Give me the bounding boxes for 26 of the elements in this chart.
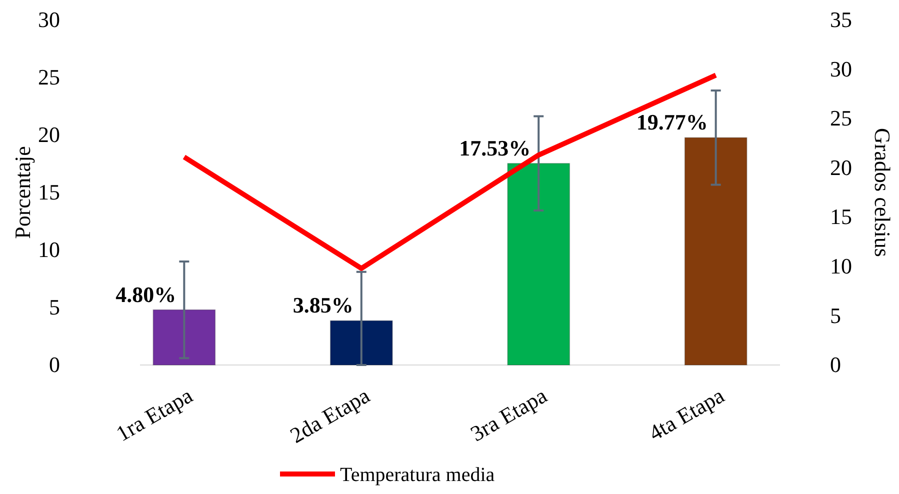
y2-tick-label: 25 <box>830 106 852 131</box>
data-label: 19.77% <box>636 110 708 135</box>
y2-tick-label: 10 <box>830 253 852 278</box>
y2-tick-label: 30 <box>830 56 852 82</box>
y2-tick-label: 0 <box>830 352 841 378</box>
y2-tick-label: 15 <box>830 204 852 230</box>
x-tick-label: 4ta Etapa <box>644 382 729 446</box>
y-tick-label: 10 <box>38 237 60 262</box>
x-tick-label: 1ra Etapa <box>112 382 197 446</box>
y-axis-title: Porcentaje <box>10 146 35 239</box>
y-tick-label: 5 <box>49 294 60 320</box>
y2-tick-label: 20 <box>830 154 852 180</box>
x-tick-label: 2da Etapa <box>286 382 374 448</box>
x-tick-label: 3ra Etapa <box>466 382 552 446</box>
data-label: 4.80% <box>116 282 176 307</box>
y-tick-label: 20 <box>38 122 60 148</box>
data-label: 17.53% <box>459 135 531 160</box>
y-tick-label: 15 <box>38 180 60 205</box>
data-label: 3.85% <box>292 292 354 318</box>
y2-tick-label: 5 <box>830 302 841 328</box>
y-tick-label: 30 <box>38 7 60 32</box>
y-tick-label: 25 <box>38 64 60 90</box>
y-tick-label: 0 <box>49 352 60 378</box>
legend-label: Temperatura media <box>340 464 495 486</box>
y2-axis-title: Grados celsius <box>870 128 895 257</box>
y2-tick-label: 35 <box>830 7 852 32</box>
